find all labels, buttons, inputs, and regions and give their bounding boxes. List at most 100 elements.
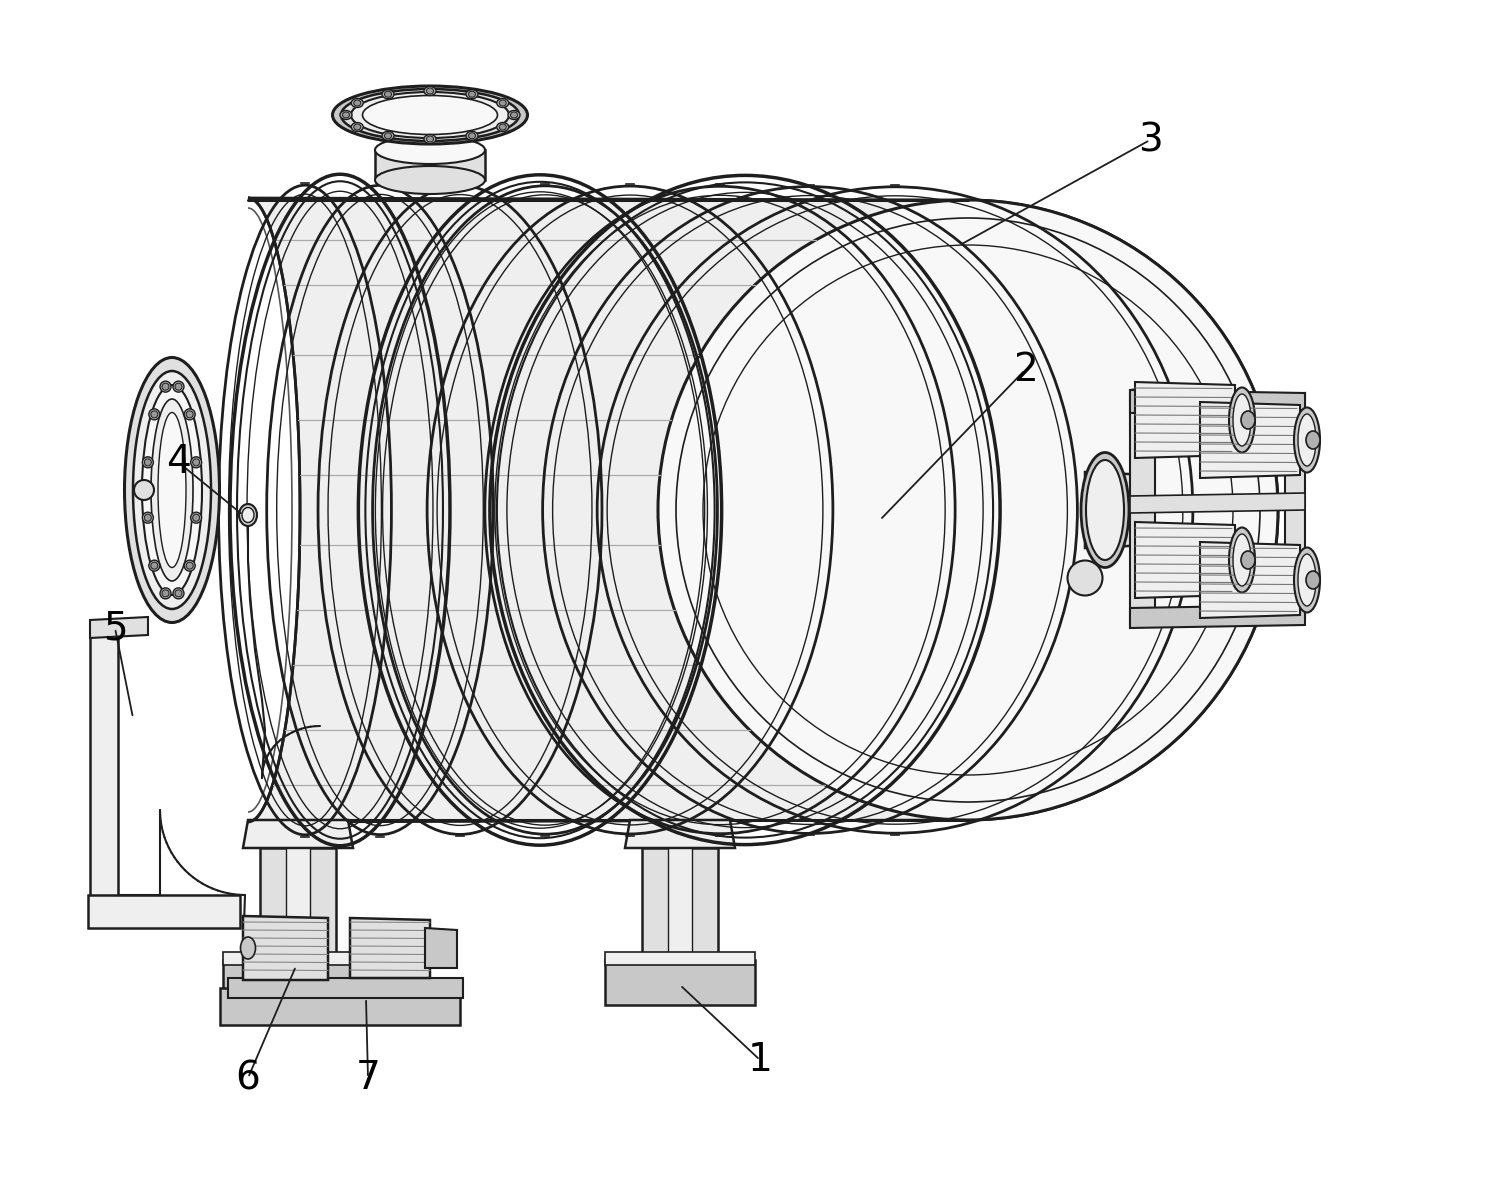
Ellipse shape (174, 588, 184, 598)
Ellipse shape (376, 166, 485, 194)
Polygon shape (425, 928, 457, 968)
Ellipse shape (427, 136, 434, 142)
Ellipse shape (499, 101, 506, 107)
Ellipse shape (424, 134, 436, 144)
Ellipse shape (124, 358, 220, 622)
Ellipse shape (332, 86, 527, 144)
Ellipse shape (144, 515, 151, 521)
Ellipse shape (151, 411, 157, 418)
Ellipse shape (162, 590, 169, 597)
Ellipse shape (497, 122, 509, 132)
Polygon shape (1085, 472, 1150, 548)
Ellipse shape (1229, 528, 1254, 593)
Ellipse shape (148, 560, 160, 571)
Ellipse shape (353, 101, 361, 107)
Ellipse shape (186, 411, 193, 418)
Polygon shape (243, 820, 353, 847)
Text: 3: 3 (1138, 121, 1162, 159)
Ellipse shape (382, 90, 394, 98)
Ellipse shape (376, 136, 485, 164)
Ellipse shape (424, 86, 436, 96)
Text: 2: 2 (1012, 351, 1037, 389)
Polygon shape (1284, 393, 1305, 620)
Ellipse shape (341, 89, 519, 141)
Ellipse shape (142, 457, 153, 468)
Ellipse shape (142, 385, 202, 595)
Polygon shape (642, 847, 719, 960)
Polygon shape (1130, 387, 1156, 628)
Ellipse shape (510, 113, 518, 119)
Polygon shape (90, 616, 148, 638)
Ellipse shape (1298, 554, 1316, 606)
Ellipse shape (142, 512, 153, 523)
Ellipse shape (243, 508, 254, 523)
Ellipse shape (1234, 534, 1251, 587)
Ellipse shape (151, 563, 157, 569)
Ellipse shape (190, 512, 202, 523)
Ellipse shape (241, 937, 256, 959)
Ellipse shape (1229, 388, 1254, 452)
Ellipse shape (1305, 571, 1320, 589)
Ellipse shape (162, 383, 169, 390)
Polygon shape (260, 847, 335, 960)
Ellipse shape (174, 381, 184, 393)
Ellipse shape (382, 132, 394, 140)
Polygon shape (668, 847, 692, 960)
Polygon shape (1201, 542, 1299, 618)
Ellipse shape (659, 200, 1278, 820)
Polygon shape (1135, 382, 1235, 458)
Polygon shape (228, 978, 463, 998)
Polygon shape (223, 952, 373, 965)
Polygon shape (350, 918, 430, 978)
Ellipse shape (1234, 394, 1251, 446)
Ellipse shape (184, 560, 195, 571)
Ellipse shape (466, 132, 478, 140)
Ellipse shape (469, 133, 476, 139)
Ellipse shape (240, 504, 257, 525)
Ellipse shape (362, 96, 497, 134)
Ellipse shape (159, 413, 186, 567)
Ellipse shape (1293, 407, 1320, 473)
Polygon shape (243, 916, 328, 980)
Polygon shape (220, 988, 460, 1025)
Ellipse shape (1241, 551, 1254, 569)
Ellipse shape (466, 90, 478, 98)
Ellipse shape (175, 590, 183, 597)
Ellipse shape (1067, 560, 1102, 595)
Ellipse shape (353, 124, 361, 130)
Text: 7: 7 (356, 1059, 380, 1096)
Ellipse shape (190, 457, 202, 468)
Polygon shape (605, 960, 754, 1005)
Ellipse shape (340, 110, 352, 120)
Polygon shape (1130, 390, 1305, 413)
Ellipse shape (193, 515, 199, 521)
Ellipse shape (352, 122, 364, 132)
Polygon shape (1201, 402, 1299, 478)
Ellipse shape (175, 383, 183, 390)
Polygon shape (1135, 522, 1235, 598)
Ellipse shape (343, 113, 349, 119)
Ellipse shape (350, 92, 509, 138)
Ellipse shape (135, 480, 154, 500)
Ellipse shape (160, 588, 171, 598)
Polygon shape (1130, 493, 1305, 514)
Ellipse shape (1241, 411, 1254, 429)
Polygon shape (90, 625, 118, 920)
Ellipse shape (184, 409, 195, 420)
Polygon shape (249, 198, 1278, 822)
Polygon shape (286, 847, 310, 960)
Ellipse shape (1298, 414, 1316, 466)
Ellipse shape (507, 110, 519, 120)
Ellipse shape (499, 124, 506, 130)
Text: 4: 4 (166, 443, 190, 481)
Ellipse shape (193, 458, 199, 466)
Polygon shape (605, 952, 754, 965)
Ellipse shape (148, 409, 160, 420)
Text: 6: 6 (235, 1059, 260, 1096)
Text: 1: 1 (747, 1041, 772, 1078)
Ellipse shape (186, 563, 193, 569)
Polygon shape (376, 150, 485, 180)
Ellipse shape (151, 399, 193, 581)
Polygon shape (1130, 604, 1305, 628)
Polygon shape (88, 895, 240, 928)
